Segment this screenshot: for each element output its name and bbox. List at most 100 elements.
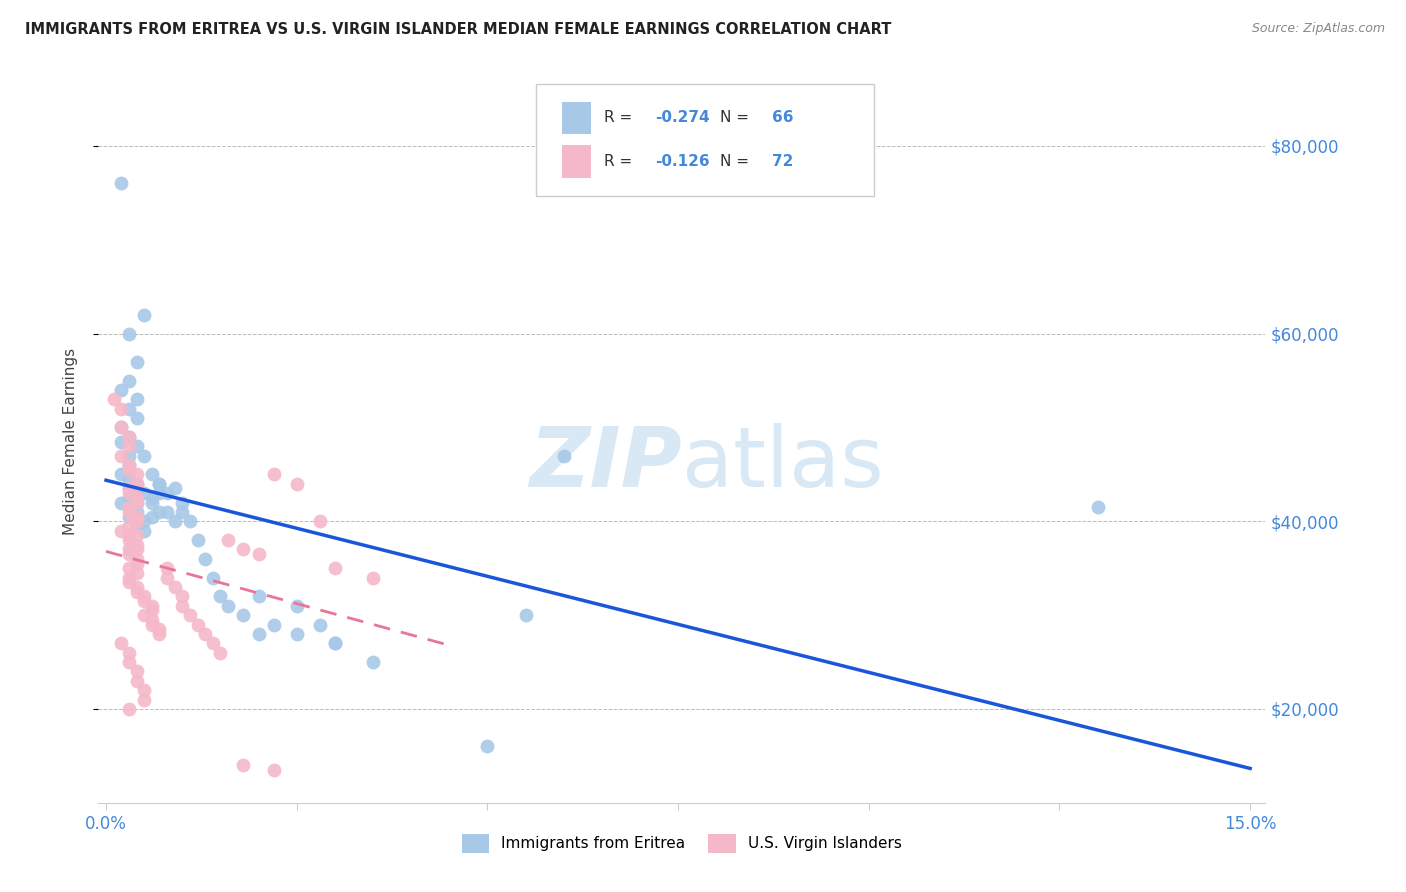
Point bbox=[285, 627, 308, 641]
Point bbox=[201, 571, 224, 585]
Point bbox=[141, 599, 163, 613]
Point bbox=[118, 542, 141, 557]
Point bbox=[125, 467, 148, 482]
Point bbox=[118, 463, 141, 477]
Point bbox=[110, 524, 132, 538]
Point bbox=[134, 594, 156, 608]
Point bbox=[361, 655, 384, 669]
Point bbox=[232, 608, 254, 623]
Point bbox=[247, 590, 270, 604]
Point bbox=[125, 495, 148, 509]
Point bbox=[156, 486, 179, 500]
Point bbox=[118, 374, 141, 388]
Point bbox=[156, 561, 179, 575]
Point bbox=[515, 608, 537, 623]
Point bbox=[163, 514, 186, 528]
Point bbox=[141, 613, 163, 627]
Point bbox=[179, 608, 201, 623]
Text: 66: 66 bbox=[772, 111, 793, 126]
Point bbox=[110, 420, 132, 434]
Bar bbox=[562, 145, 591, 178]
Point bbox=[110, 636, 132, 650]
Point bbox=[217, 533, 239, 547]
Point bbox=[194, 627, 217, 641]
Point bbox=[323, 636, 346, 650]
Point bbox=[118, 482, 141, 496]
Point bbox=[118, 547, 141, 561]
Point bbox=[110, 495, 132, 509]
Point bbox=[148, 627, 170, 641]
Point bbox=[263, 763, 285, 777]
Text: N =: N = bbox=[720, 111, 754, 126]
Point bbox=[141, 467, 163, 482]
Point bbox=[118, 505, 141, 519]
Point bbox=[263, 467, 285, 482]
Point bbox=[118, 571, 141, 585]
Point bbox=[194, 551, 217, 566]
Point bbox=[263, 617, 285, 632]
Point bbox=[125, 495, 148, 509]
Legend: Immigrants from Eritrea, U.S. Virgin Islanders: Immigrants from Eritrea, U.S. Virgin Isl… bbox=[454, 826, 910, 860]
Text: ZIP: ZIP bbox=[529, 423, 682, 504]
Point bbox=[172, 599, 194, 613]
Text: R =: R = bbox=[603, 111, 637, 126]
Y-axis label: Median Female Earnings: Median Female Earnings bbox=[63, 348, 77, 535]
Point bbox=[125, 509, 148, 524]
Point bbox=[134, 308, 156, 322]
Point bbox=[134, 590, 156, 604]
Text: atlas: atlas bbox=[682, 423, 883, 504]
Point bbox=[141, 603, 163, 617]
Point bbox=[172, 590, 194, 604]
Point bbox=[187, 617, 209, 632]
Point bbox=[118, 491, 141, 505]
Point bbox=[125, 491, 148, 505]
Point bbox=[118, 519, 141, 533]
Point bbox=[118, 449, 141, 463]
Point bbox=[163, 580, 186, 594]
Point bbox=[125, 355, 148, 369]
Point bbox=[118, 500, 141, 515]
Point bbox=[125, 486, 148, 500]
Point bbox=[110, 467, 132, 482]
Point bbox=[134, 486, 156, 500]
Point bbox=[118, 655, 141, 669]
Point bbox=[118, 463, 141, 477]
Point bbox=[125, 673, 148, 688]
Point bbox=[125, 392, 148, 407]
Point bbox=[172, 495, 194, 509]
Point bbox=[125, 476, 148, 491]
Point bbox=[323, 636, 346, 650]
Point bbox=[163, 482, 186, 496]
Point bbox=[118, 509, 141, 524]
Point bbox=[209, 590, 232, 604]
Point bbox=[125, 514, 148, 528]
Point bbox=[125, 505, 148, 519]
Point bbox=[125, 519, 148, 533]
Point bbox=[141, 495, 163, 509]
Point bbox=[125, 528, 148, 542]
Point bbox=[118, 702, 141, 716]
Point bbox=[110, 420, 132, 434]
Point bbox=[125, 557, 148, 571]
Text: 72: 72 bbox=[772, 153, 793, 169]
Point bbox=[308, 617, 330, 632]
Point bbox=[141, 509, 163, 524]
Point bbox=[125, 476, 148, 491]
Point bbox=[134, 683, 156, 698]
Point bbox=[141, 491, 163, 505]
Point bbox=[125, 580, 148, 594]
Point bbox=[148, 486, 170, 500]
Point bbox=[125, 411, 148, 425]
Point bbox=[134, 608, 156, 623]
Point bbox=[110, 177, 132, 191]
Point bbox=[361, 571, 384, 585]
Point bbox=[232, 758, 254, 772]
Point bbox=[156, 505, 179, 519]
Point bbox=[1087, 500, 1109, 515]
Point bbox=[118, 528, 141, 542]
Point bbox=[118, 575, 141, 590]
Point bbox=[179, 514, 201, 528]
Point bbox=[125, 584, 148, 599]
Point bbox=[118, 401, 141, 416]
Point bbox=[148, 476, 170, 491]
